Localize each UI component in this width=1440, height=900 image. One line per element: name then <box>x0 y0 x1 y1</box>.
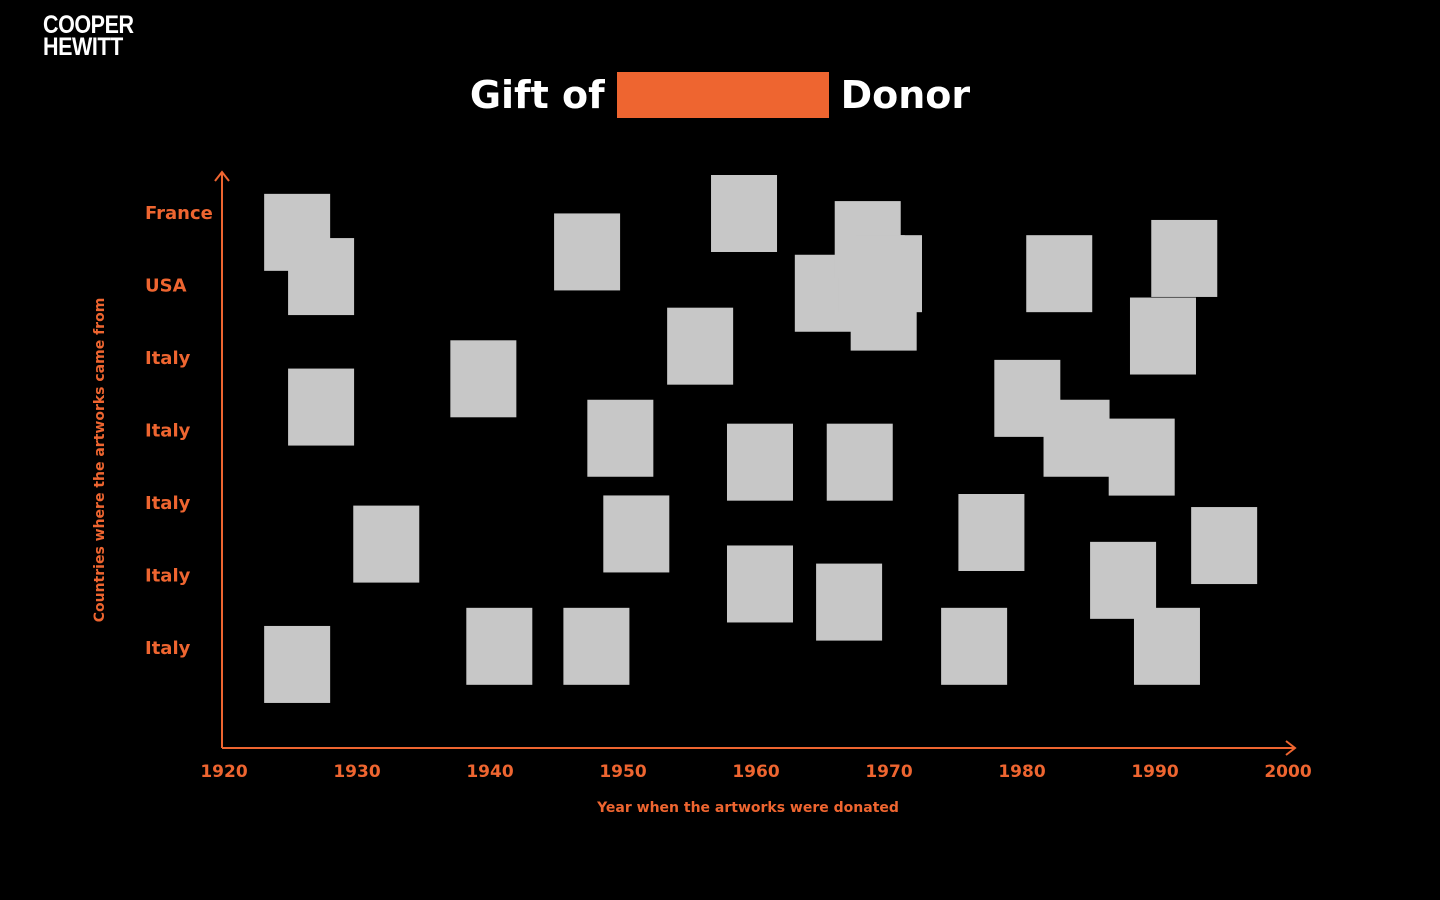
y-axis-arrow <box>214 170 230 182</box>
artwork-thumbnail[interactable] <box>726 545 793 623</box>
artwork-thumbnail[interactable] <box>264 625 331 703</box>
artwork-thumbnail[interactable] <box>1108 418 1175 496</box>
x-tick-label: 1970 <box>865 762 912 782</box>
x-tick-label: 1920 <box>200 762 247 782</box>
artwork-thumbnail[interactable] <box>850 273 917 351</box>
data-points <box>264 175 1258 703</box>
x-tick-label: 2000 <box>1264 762 1311 782</box>
artwork-thumbnail[interactable] <box>1191 507 1258 585</box>
y-tick-label: Italy <box>145 421 191 442</box>
donor-name-redaction <box>616 72 829 118</box>
x-tick-label: 1940 <box>466 762 513 782</box>
x-tick-label: 1930 <box>333 762 380 782</box>
artwork-thumbnail[interactable] <box>826 423 893 501</box>
y-tick-label: Italy <box>145 493 191 514</box>
artwork-thumbnail[interactable] <box>726 423 793 501</box>
logo-line-1: COOPER <box>43 11 134 39</box>
y-tick-label: Italy <box>145 348 191 369</box>
title-prefix: Gift of <box>469 73 605 117</box>
artwork-thumbnail[interactable] <box>288 368 355 446</box>
chart-title: Gift of Donor <box>0 70 1440 120</box>
artwork-thumbnail[interactable] <box>667 307 734 385</box>
x-tick-label: 1950 <box>599 762 646 782</box>
artwork-thumbnail[interactable] <box>603 495 670 573</box>
x-tick-label: 1990 <box>1131 762 1178 782</box>
artwork-thumbnail[interactable] <box>958 494 1025 571</box>
axes <box>214 170 1297 756</box>
artwork-thumbnail[interactable] <box>1090 541 1157 619</box>
y-tick-labels: France USA Italy Italy Italy Italy Italy <box>145 203 213 659</box>
artwork-thumbnail[interactable] <box>353 505 420 583</box>
artwork-thumbnail[interactable] <box>711 175 778 252</box>
artwork-thumbnail[interactable] <box>587 399 654 477</box>
y-tick-label: France <box>145 203 213 224</box>
artwork-thumbnail[interactable] <box>1026 235 1093 313</box>
logo-line-2: HEWITT <box>43 33 123 61</box>
cooper-hewitt-logo[interactable]: COOPER HEWITT <box>43 11 134 61</box>
artwork-thumbnail[interactable] <box>450 340 517 418</box>
artwork-thumbnail[interactable] <box>1129 297 1196 375</box>
x-tick-labels: 1920 1930 1940 1950 1960 1970 1980 1990 2000 <box>200 762 1311 782</box>
artwork-thumbnail[interactable] <box>1133 607 1200 685</box>
x-tick-label: 1980 <box>998 762 1045 782</box>
artwork-thumbnail[interactable] <box>1151 219 1218 297</box>
y-axis-label: Countries where the artworks came from <box>92 298 108 623</box>
y-tick-label: Italy <box>145 638 191 659</box>
x-axis-label: Year when the artworks were donated <box>596 800 899 816</box>
y-tick-label: USA <box>145 276 187 297</box>
artwork-thumbnail[interactable] <box>466 607 533 685</box>
y-tick-label: Italy <box>145 566 191 587</box>
artwork-thumbnail[interactable] <box>816 563 883 641</box>
x-axis-arrow <box>1285 740 1297 756</box>
artwork-thumbnail[interactable] <box>941 607 1008 685</box>
artwork-thumbnail[interactable] <box>563 607 630 685</box>
artwork-thumbnail[interactable] <box>554 213 621 291</box>
artwork-thumbnail[interactable] <box>288 238 355 316</box>
title-suffix: Donor <box>840 73 971 117</box>
x-tick-label: 1960 <box>732 762 779 782</box>
artwork-thumbnail[interactable] <box>1043 399 1110 477</box>
